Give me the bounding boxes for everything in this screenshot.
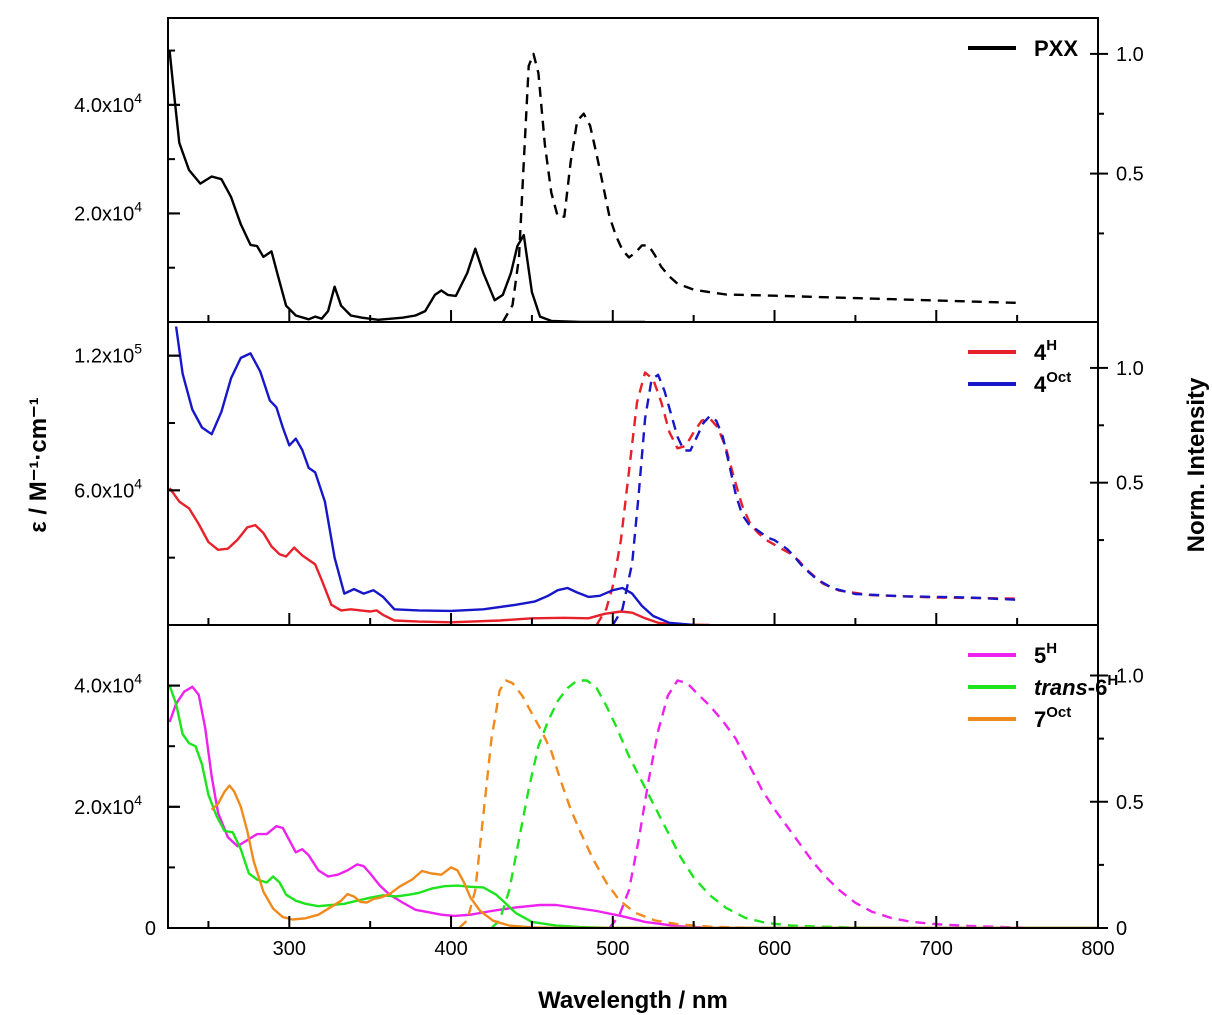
- legend-superscript: Oct: [1046, 704, 1071, 721]
- right-tick-label: 1.0: [1116, 666, 1144, 688]
- absorption-line: [168, 487, 710, 625]
- legend-label: 4Oct: [1034, 369, 1071, 397]
- left-tick-label: 0: [145, 918, 156, 940]
- legend-superscript: H: [1107, 672, 1118, 689]
- x-tick-label: 600: [758, 938, 791, 960]
- legend-label: trans-6H: [1034, 672, 1118, 700]
- legend-rest: -6: [1088, 675, 1108, 700]
- x-tick-label: 700: [920, 938, 953, 960]
- left-tick-label: 1.2x105: [74, 341, 142, 368]
- left-tick-label: 2.0x104: [74, 792, 142, 819]
- legend-label: 5H: [1034, 640, 1057, 668]
- absorption-line: [168, 685, 1098, 928]
- legend-superscript: H: [1046, 640, 1057, 657]
- absorption-line: [174, 326, 694, 625]
- tick-exponent: 4: [134, 90, 142, 106]
- legend-label: 7Oct: [1034, 704, 1071, 732]
- emission-line: [611, 373, 1018, 625]
- absorption-line: [210, 784, 1098, 928]
- tick-exponent: 4: [134, 671, 142, 687]
- legend-superscript: Oct: [1046, 369, 1071, 386]
- panel-curves: [168, 679, 1098, 928]
- chart-panels: 2.0x104 4.0x104 0.5 1.0 PXX 6.0x104 1.2x105 0.5…: [74, 17, 1144, 960]
- left-tick-label: 6.0x104: [74, 475, 142, 502]
- right-tick-label: 1.0: [1116, 44, 1144, 66]
- x-tick-label: 800: [1081, 938, 1114, 960]
- right-y-axis-title: Norm. Intensity: [1183, 377, 1210, 552]
- x-tick-label: 500: [596, 938, 629, 960]
- right-tick-label: 0: [1116, 918, 1127, 940]
- panel-curves: [168, 326, 1018, 625]
- legend-italic: trans: [1034, 675, 1088, 700]
- left-tick-label: 4.0x104: [74, 90, 142, 117]
- panel-curves: [168, 50, 1018, 322]
- tick-exponent: 4: [134, 198, 142, 214]
- emission-line: [595, 371, 1018, 625]
- right-tick-label: 1.0: [1116, 358, 1144, 380]
- right-tick-label: 0.5: [1116, 792, 1144, 814]
- emission-line: [608, 679, 1034, 928]
- left-tick-label: 4.0x104: [74, 671, 142, 698]
- emission-line: [490, 679, 872, 928]
- panel-frame: [167, 321, 1099, 626]
- panel-frame: [167, 17, 1099, 323]
- right-tick-label: 0.5: [1116, 164, 1144, 186]
- emission-line: [458, 679, 759, 928]
- legend-label: 4H: [1034, 337, 1057, 365]
- absorption-line: [168, 50, 646, 322]
- tick-exponent: 5: [134, 341, 142, 357]
- tick-exponent: 4: [134, 792, 142, 808]
- x-tick-label: 300: [273, 938, 306, 960]
- absorption-line: [168, 685, 1098, 928]
- x-tick-label: 400: [434, 938, 467, 960]
- tick-exponent: 4: [134, 475, 142, 491]
- panel-frame: [167, 624, 1099, 929]
- left-tick-label: 2.0x104: [74, 198, 142, 225]
- emission-line: [501, 52, 1018, 322]
- legend-label: PXX: [1034, 36, 1078, 61]
- panel-1: 2.0x104 4.0x104 0.5 1.0 PXX: [74, 17, 1144, 323]
- right-tick-label: 0.5: [1116, 473, 1144, 495]
- x-axis-title: Wavelength / nm: [538, 987, 728, 1014]
- left-y-axis-title: ε / M⁻¹·cm⁻¹: [25, 397, 52, 532]
- legend-superscript: H: [1046, 337, 1057, 354]
